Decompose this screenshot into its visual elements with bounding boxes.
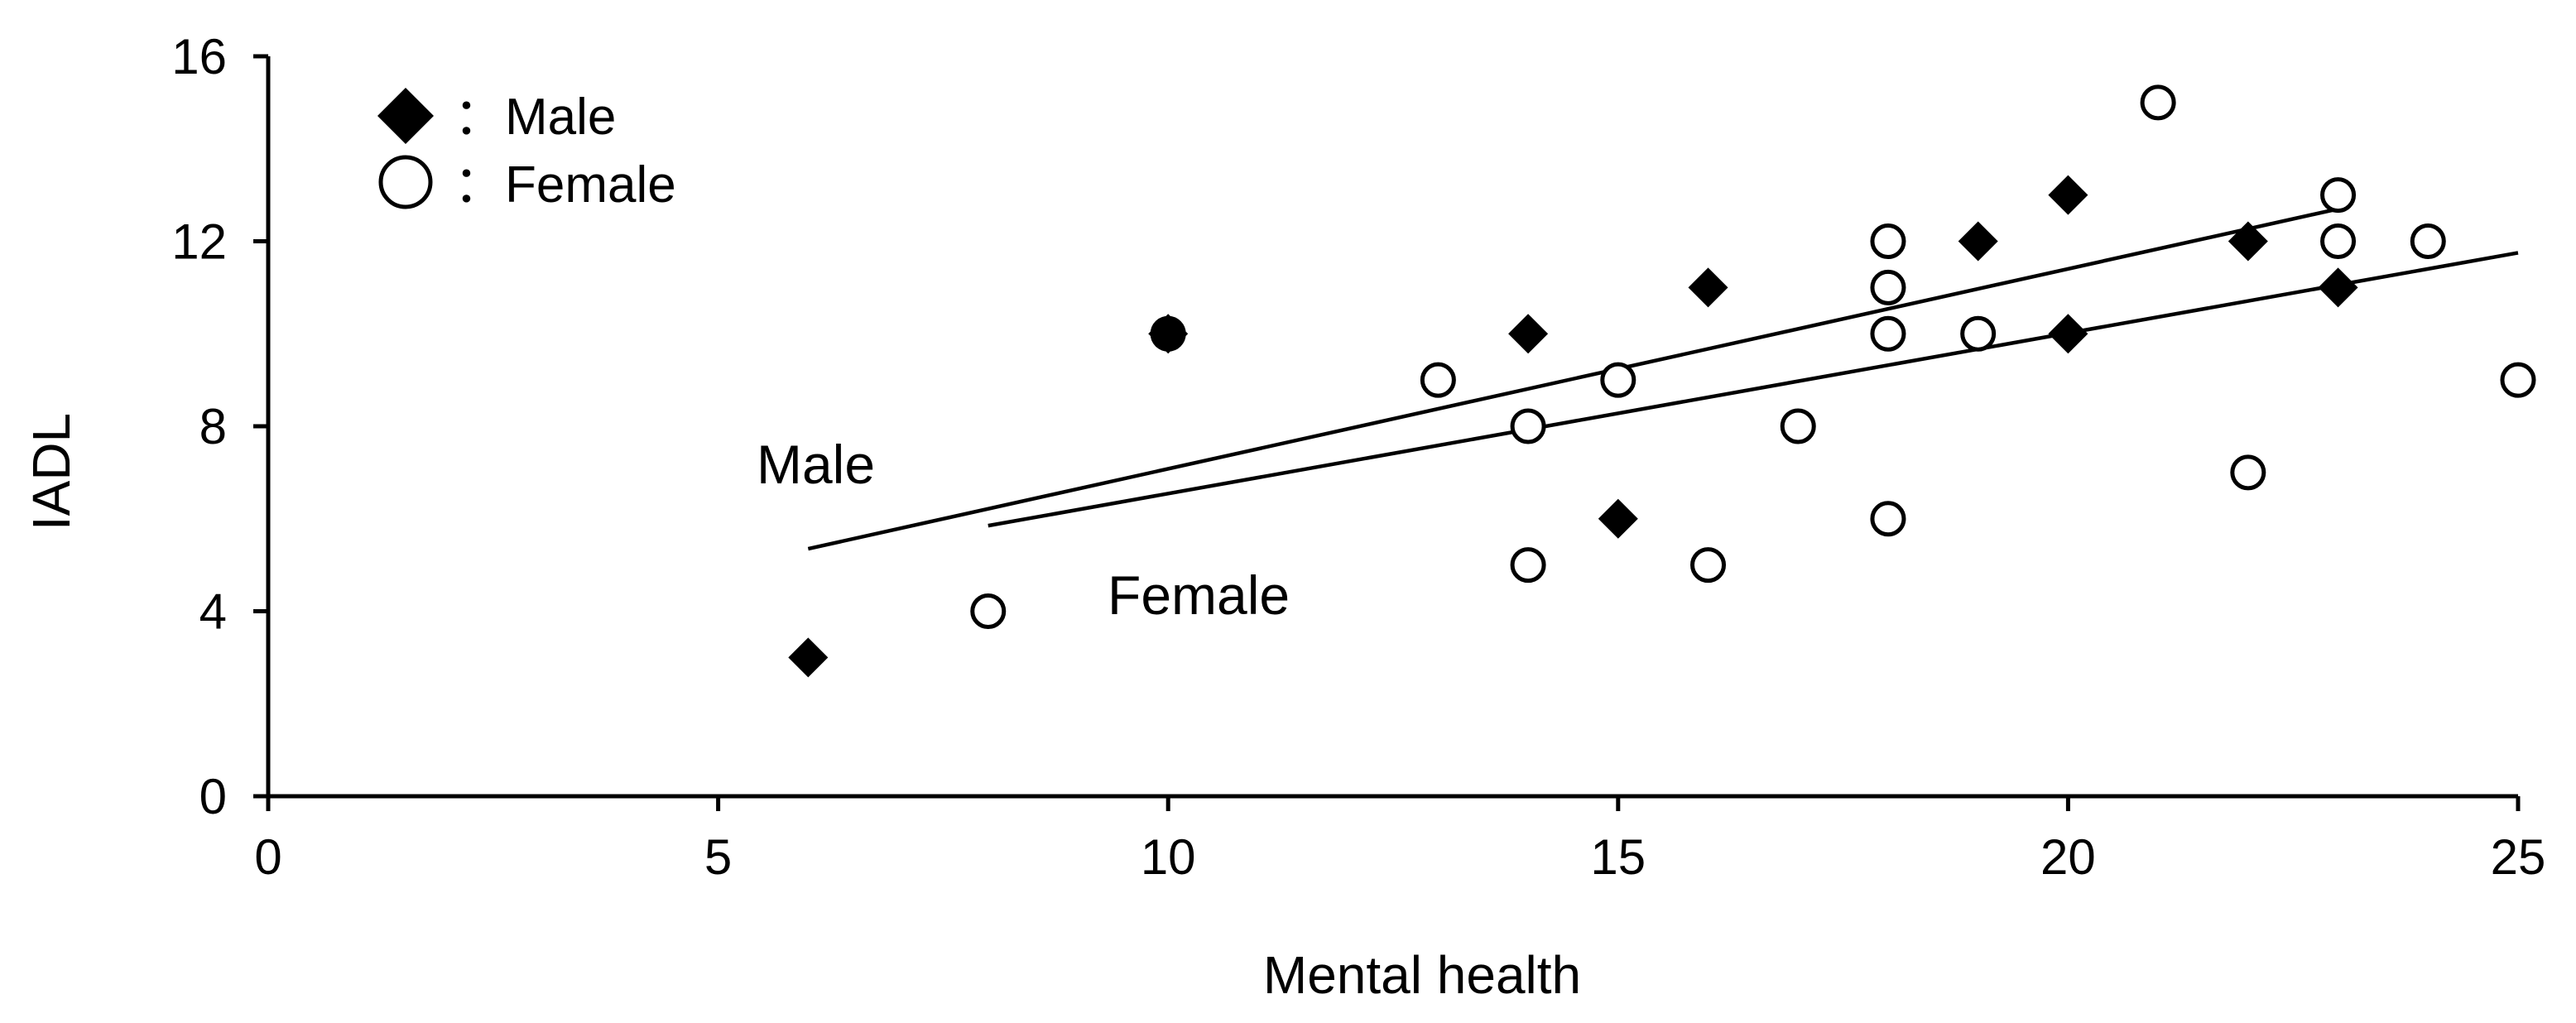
female-point <box>2140 84 2176 121</box>
y-tick-label: 0 <box>199 769 227 824</box>
female-point <box>1690 547 1727 584</box>
y-tick-label: 16 <box>171 29 227 84</box>
female-point <box>1870 315 1906 352</box>
legend: ：Male ：Female <box>377 88 676 214</box>
male-point <box>788 637 829 678</box>
y-tick-label: 12 <box>171 214 227 270</box>
male-point <box>2318 267 2358 308</box>
female-point <box>1870 501 1906 537</box>
male-point <box>1688 267 1728 308</box>
female-point <box>1420 362 1456 398</box>
female-point <box>1780 408 1816 444</box>
legend-male-marker-icon <box>377 88 434 144</box>
x-tick-label: 20 <box>2040 829 2096 885</box>
x-axis-title: Mental health <box>1263 945 1581 1005</box>
male-trendline <box>807 207 2339 551</box>
male-point <box>2048 314 2088 354</box>
plot-area <box>788 84 2536 678</box>
male-point <box>2228 221 2268 262</box>
y-tick-label: 8 <box>199 399 227 454</box>
female-point <box>2230 454 2266 491</box>
male-point <box>2048 175 2088 215</box>
male-point <box>1598 498 1638 539</box>
female-point <box>1600 362 1636 398</box>
x-tick-label: 25 <box>2491 829 2546 885</box>
x-tick-label: 5 <box>704 829 732 885</box>
axis-ticks: 0 5 10 15 20 25 0 4 8 12 16 <box>171 29 2545 885</box>
x-tick-label: 15 <box>1590 829 1646 885</box>
female-trendline-annotation: Female <box>1108 564 1290 626</box>
y-tick-label: 4 <box>199 584 227 640</box>
female-point <box>2320 177 2357 214</box>
female-point <box>1870 223 1906 259</box>
male-point <box>1958 221 1998 262</box>
male-point <box>1508 314 1549 354</box>
female-point <box>1510 547 1546 584</box>
female-point <box>1960 315 1997 352</box>
male-point <box>1148 314 1189 354</box>
female-point <box>1870 269 1906 305</box>
legend-female-marker-icon <box>378 155 433 209</box>
x-tick-label: 0 <box>254 829 281 885</box>
male-trendline-annotation: Male <box>757 434 875 495</box>
legend-female-label: ：Female <box>454 156 676 214</box>
female-point <box>2320 223 2357 259</box>
x-tick-label: 10 <box>1141 829 1196 885</box>
y-axis-title: IADL <box>22 413 81 531</box>
female-point <box>2500 362 2536 398</box>
female-trendline <box>988 251 2519 528</box>
legend-male-label: ：Male <box>454 89 616 146</box>
female-point <box>970 593 1007 629</box>
female-point <box>1510 408 1546 444</box>
female-point <box>2410 223 2446 259</box>
